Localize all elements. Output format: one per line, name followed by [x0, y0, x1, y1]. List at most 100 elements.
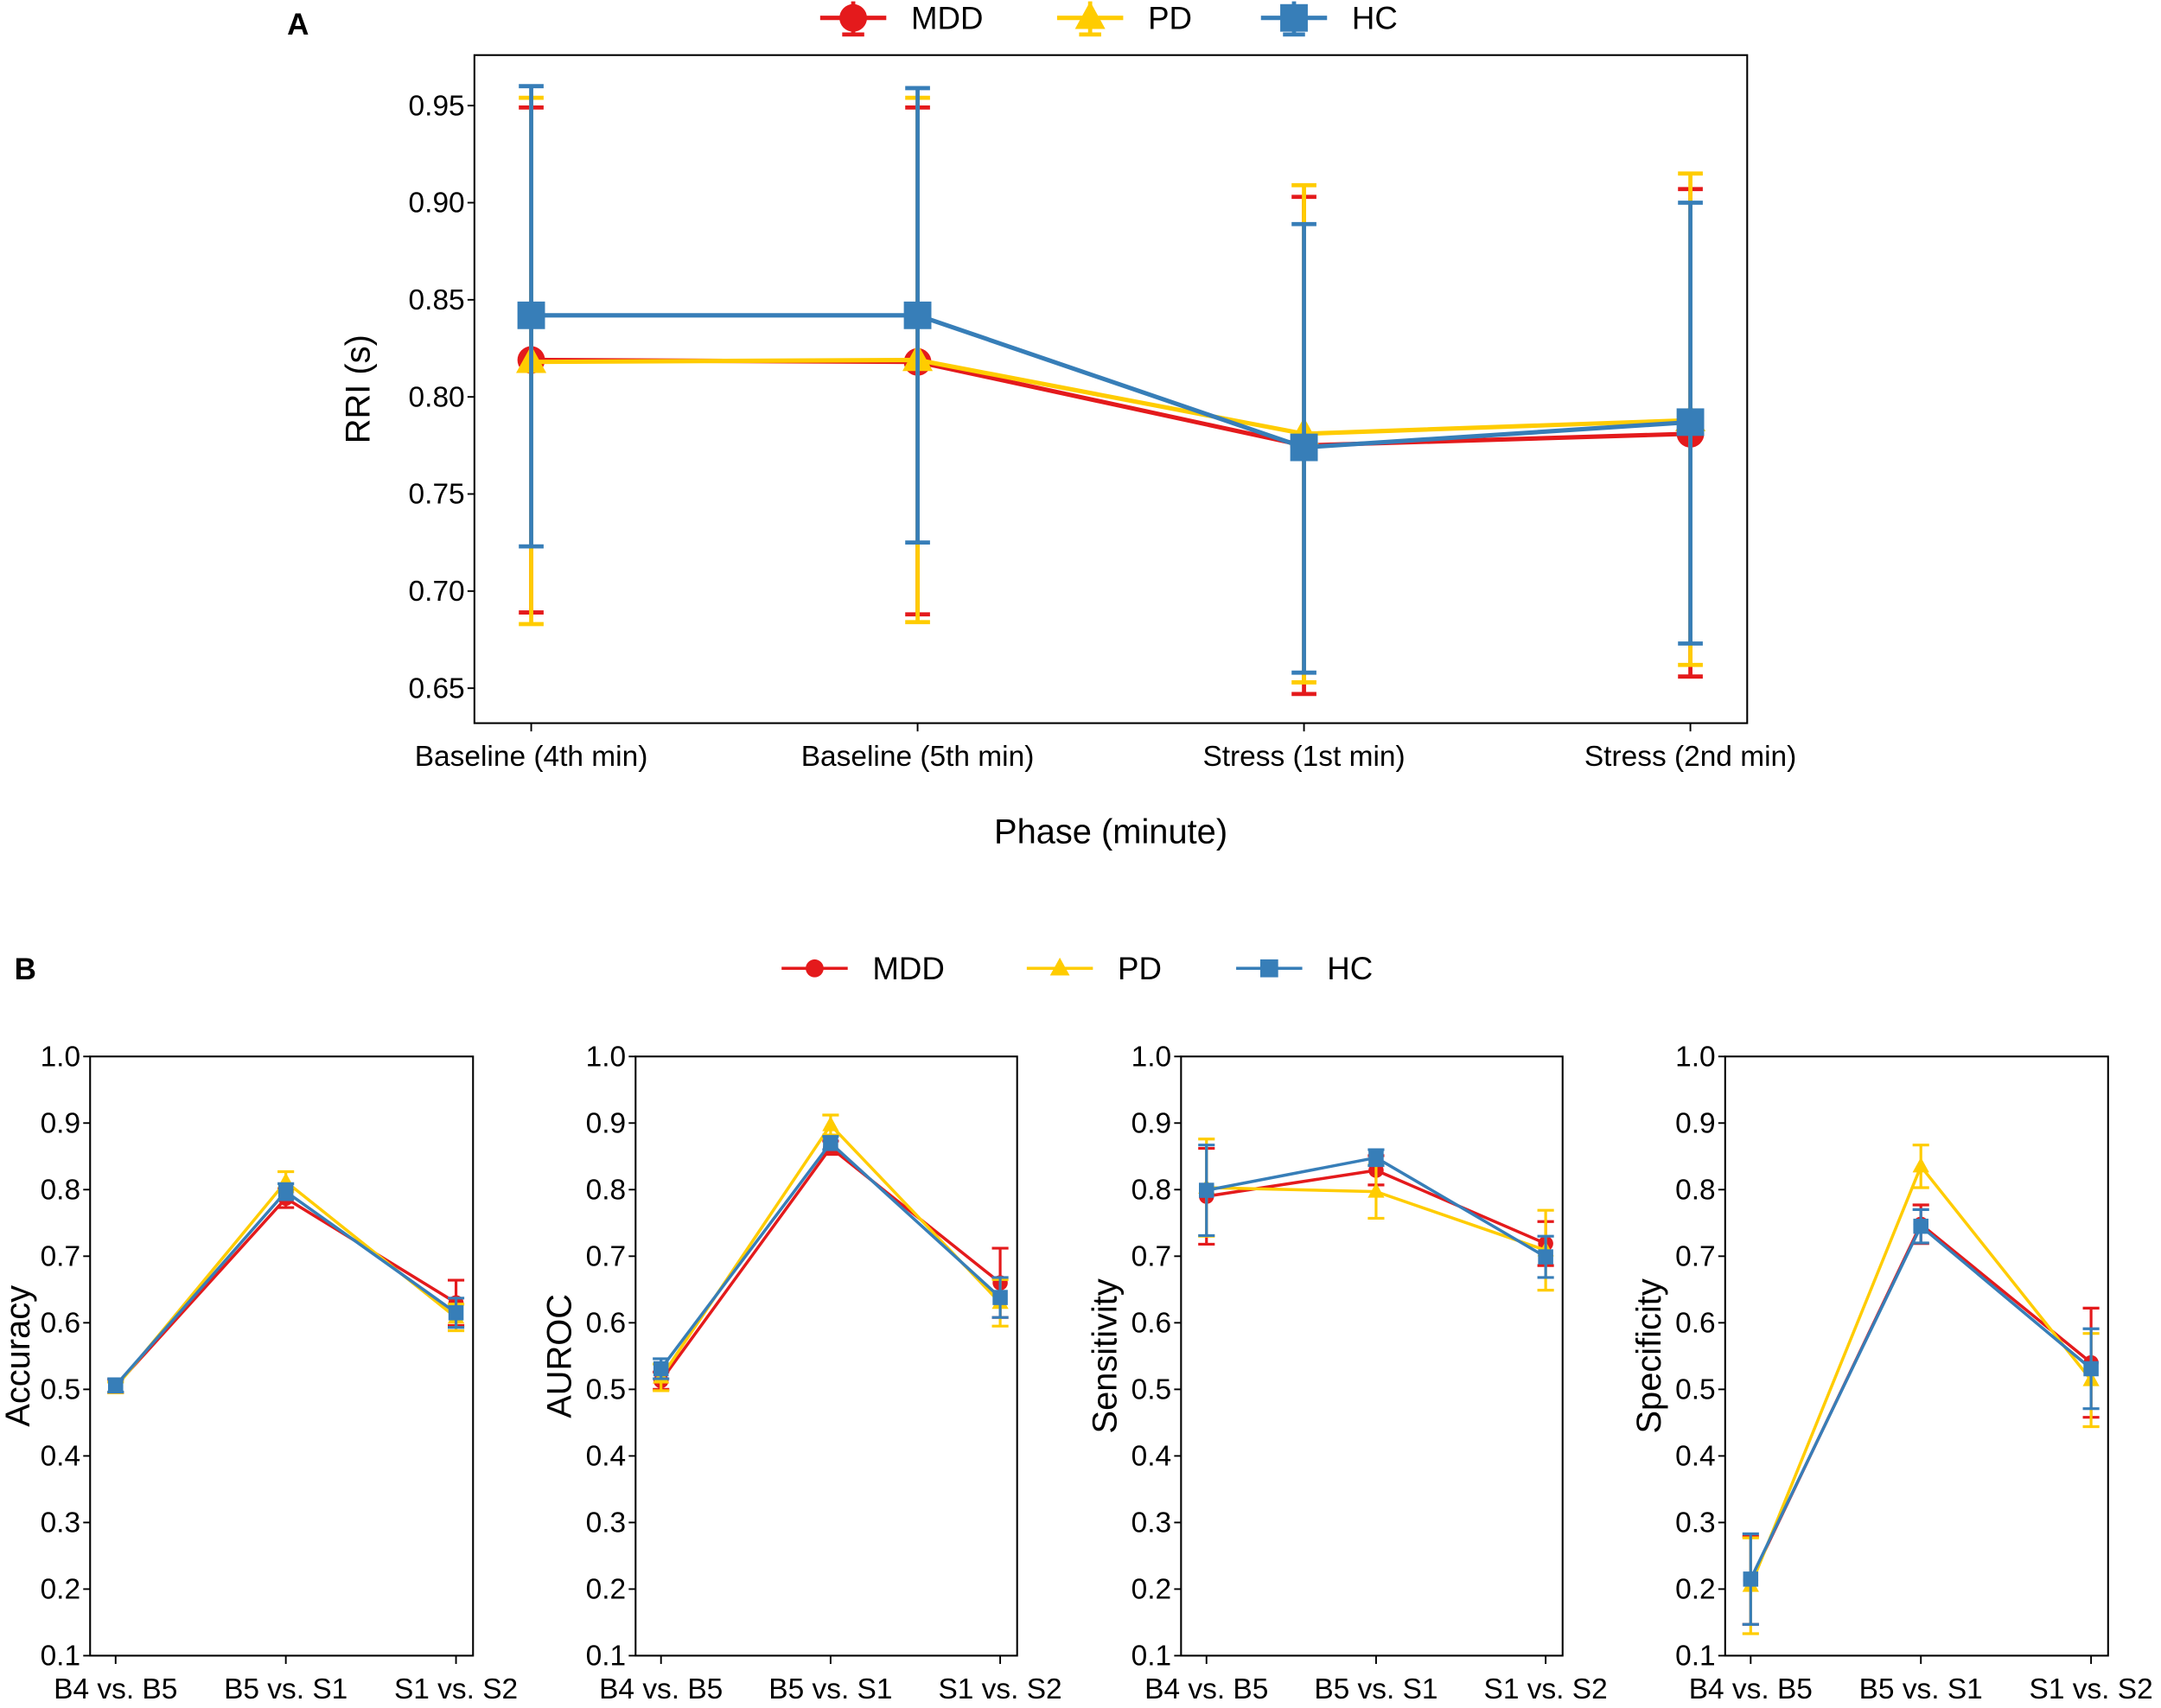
x-tick-label: B5 vs. S1 [768, 1673, 892, 1705]
legend-item-pd: PD [1056, 0, 1192, 37]
y-tick-label: 0.9 [586, 1107, 627, 1139]
y-tick-label: 0.90 [409, 188, 465, 220]
y-tick-label: 0.5 [1675, 1374, 1716, 1406]
data-point [1743, 1571, 1759, 1587]
data-point [1368, 1150, 1384, 1166]
legend-item-hc: HC [1236, 951, 1373, 986]
series-line [114, 1196, 457, 1387]
series-pd [653, 1113, 1009, 1393]
y-tick-label: 0.2 [41, 1574, 81, 1606]
x-tick-label: S1 vs. S2 [938, 1673, 1061, 1705]
y-tick-label: 0.85 [409, 284, 465, 316]
y-tick-label: 0.5 [1131, 1374, 1172, 1406]
data-point [823, 1135, 838, 1151]
series-pd [516, 95, 1706, 685]
y-tick-label: 0.3 [586, 1507, 627, 1539]
y-tick-label: 0.2 [1131, 1574, 1172, 1606]
legend-marker-square-icon [1259, 959, 1278, 978]
data-point [653, 1361, 669, 1377]
y-tick-label: 0.4 [41, 1441, 81, 1473]
y-tick-label: 0.7 [41, 1240, 81, 1272]
y-tick-label: 0.8 [1131, 1174, 1172, 1206]
plot-frame [1180, 1055, 1564, 1657]
y-tick-label: 0.75 [409, 479, 465, 511]
y-tick-label: 1.0 [41, 1041, 81, 1073]
data-point [448, 1305, 464, 1321]
data-point [822, 1116, 839, 1131]
plots: 0.65 0.70 0.75 0.80 0.85 0.90 0.95 Baseline (4t… [0, 54, 2153, 1705]
data-point [992, 1290, 1008, 1305]
y-tick-label: 0.5 [586, 1374, 627, 1406]
y-tick-label: 0.2 [586, 1574, 627, 1606]
x-tick-label: B4 vs. B5 [54, 1673, 177, 1705]
series-line [531, 357, 1691, 437]
y-tick-label: 0.4 [586, 1441, 627, 1473]
data-point [108, 1377, 124, 1393]
y-tick-label: 0.7 [1675, 1240, 1716, 1272]
series-line [531, 313, 1691, 450]
y-tick-label: 0.9 [1675, 1107, 1716, 1139]
y-axis-label: AUROC [540, 1294, 578, 1418]
x-tick-label: B5 vs. S1 [1314, 1673, 1437, 1705]
series-line [660, 1145, 1002, 1382]
y-tick-label: 0.5 [41, 1374, 81, 1406]
y-tick-label: 0.70 [409, 576, 465, 608]
y-tick-label: 0.3 [1131, 1507, 1172, 1539]
series-hc [1742, 1208, 2100, 1626]
legend-marker-triangle-icon [1049, 957, 1070, 976]
x-tick-label: B5 vs. S1 [224, 1673, 347, 1705]
legend-b: MDD PD HC [781, 951, 1373, 986]
x-axis-label: Phase (minute) [994, 813, 1227, 851]
subplot-rri-s-: 0.65 0.70 0.75 0.80 0.85 0.90 0.95 Baseline (4t… [340, 54, 1796, 851]
y-tick-label: 0.95 [409, 90, 465, 122]
y-tick-label: 0.1 [586, 1641, 627, 1673]
legend-label: PD [1118, 951, 1162, 986]
legend-item-pd: PD [1026, 951, 1162, 986]
y-tick-label: 0.1 [1675, 1641, 1716, 1673]
x-tick-label: B5 vs. S1 [1859, 1673, 1983, 1705]
subplot-auroc: 0.1 0.2 0.3 0.4 0.5 0.6 0.7 0.8 0.9 1.0 B4 vs. B5 B… [540, 1041, 1061, 1705]
data-point [1290, 433, 1318, 462]
y-tick-label: 0.6 [586, 1307, 627, 1339]
data-point [903, 301, 932, 329]
legend-marker-triangle-icon [1074, 1, 1106, 29]
y-tick-label: 0.65 [409, 672, 465, 704]
series-hc [107, 1182, 465, 1394]
series-hc [1198, 1144, 1554, 1279]
x-tick-label: S1 vs. S2 [1484, 1673, 1608, 1705]
data-point [2083, 1361, 2099, 1377]
series-mdd [653, 1139, 1009, 1391]
plot-frame [634, 1055, 1018, 1657]
series-line [1749, 1221, 2093, 1582]
series-hc [517, 84, 1705, 675]
series-line [114, 1189, 457, 1386]
x-tick-label: Baseline (4th min) [415, 741, 648, 773]
subplot-sensitivity: 0.1 0.2 0.3 0.4 0.5 0.6 0.7 0.8 0.9 1.0 B4 vs. B5 B… [1086, 1041, 1607, 1705]
data-point [1198, 1182, 1214, 1198]
y-tick-label: 0.4 [1131, 1441, 1172, 1473]
legend-label: MDD [872, 951, 944, 986]
x-tick-label: S1 vs. S2 [394, 1673, 518, 1705]
subplot-accuracy: 0.1 0.2 0.3 0.4 0.5 0.6 0.7 0.8 0.9 1.0 B4 vs. B5 B… [0, 1041, 518, 1705]
legend-item-hc: HC [1260, 0, 1398, 37]
legend-a: MDD PD HC [819, 0, 1398, 37]
y-tick-label: 0.6 [1675, 1307, 1716, 1339]
data-point [517, 301, 545, 329]
subplot-specificity: 0.1 0.2 0.3 0.4 0.5 0.6 0.7 0.8 0.9 1.0 B4 vs. B5 B… [1630, 1041, 2153, 1705]
y-tick-label: 0.8 [41, 1174, 81, 1206]
series-line [660, 1140, 1002, 1370]
data-point [277, 1183, 294, 1200]
x-tick-label: Baseline (5th min) [801, 741, 1035, 773]
y-axis-label: Sensitivity [1086, 1278, 1124, 1433]
legend-label: MDD [911, 0, 983, 35]
legend-marker-circle-icon [806, 959, 824, 978]
series-mdd [107, 1187, 465, 1394]
series-hc [653, 1135, 1009, 1380]
y-tick-label: 1.0 [586, 1041, 627, 1073]
y-axis-label: RRI (s) [340, 335, 378, 443]
y-tick-label: 0.7 [1131, 1240, 1172, 1272]
x-tick-label: B4 vs. B5 [1689, 1673, 1813, 1705]
plot-frame [89, 1055, 475, 1657]
series-line [114, 1179, 457, 1389]
